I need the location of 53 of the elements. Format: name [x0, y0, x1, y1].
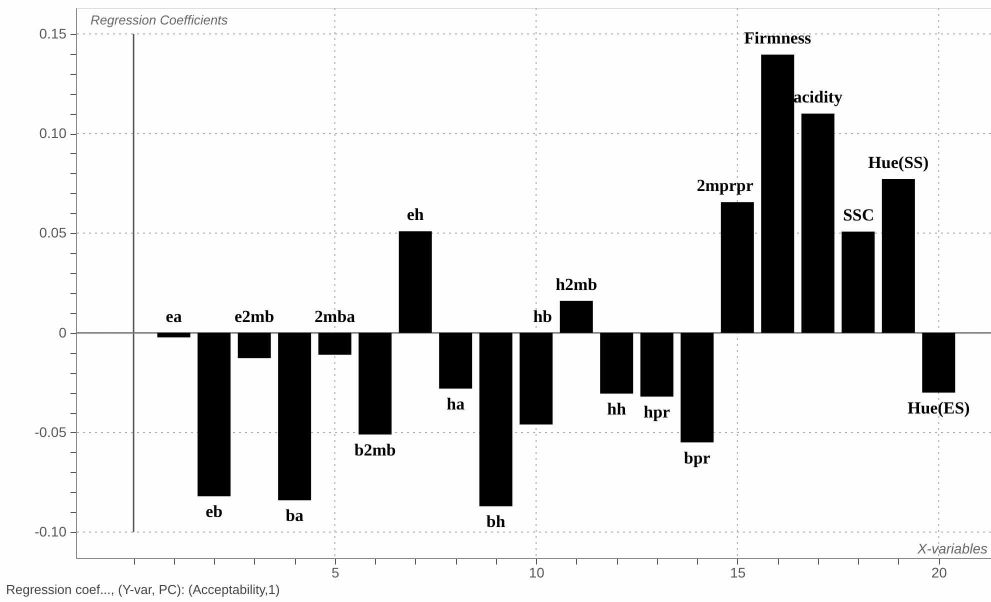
annotation: b2mb — [354, 440, 396, 460]
annotation: hh — [607, 400, 627, 419]
bar — [640, 332, 674, 397]
x-tick-label: 10 — [528, 564, 545, 580]
annotation: acidity — [793, 88, 843, 107]
annotation: Hue(SS) — [868, 152, 929, 172]
x-tick-label: 5 — [331, 564, 340, 580]
y-tick-label: 0.10 — [39, 125, 67, 142]
x-tick-label: 20 — [931, 564, 948, 580]
annotation: hb — [533, 306, 552, 326]
text: Regression coef..., (Y-var, PC): (Acceptability,1) — [6, 582, 280, 597]
bar — [560, 300, 593, 333]
bar — [922, 332, 956, 393]
bar — [238, 332, 271, 358]
annotation: 2mba — [314, 306, 356, 326]
bar — [720, 202, 754, 333]
bar — [439, 332, 472, 389]
annotation: eh — [406, 205, 424, 224]
bar — [801, 114, 834, 333]
annotation: Hue(ES) — [907, 398, 970, 418]
annotation: Firmness — [744, 28, 812, 48]
annotation: 2mprpr — [696, 176, 754, 196]
bar — [761, 54, 794, 333]
y-tick-label: -0.10 — [34, 524, 67, 540]
y-tick-label: 0 — [58, 324, 67, 340]
bar — [882, 178, 915, 333]
annotation: bpr — [684, 448, 711, 468]
bar — [278, 332, 312, 500]
annotation: SSC — [842, 206, 874, 225]
annotation: ha — [446, 394, 466, 414]
bar — [318, 332, 352, 355]
annotation: eb — [206, 502, 223, 522]
bar — [398, 231, 432, 333]
annotation: bh — [486, 512, 506, 532]
bar — [358, 332, 392, 434]
annotation: h2mb — [556, 274, 598, 294]
x-axis-title: X-variables — [916, 540, 988, 556]
bar — [479, 332, 512, 506]
x-tick-label: 15 — [730, 564, 746, 580]
annotation: ba — [286, 506, 304, 526]
annotation: ea — [166, 306, 182, 326]
y-tick-label: 0.05 — [39, 224, 67, 241]
bar — [198, 332, 231, 496]
y-axis-title: Regression Coefficients — [90, 12, 228, 28]
bar — [600, 332, 634, 394]
bar — [680, 332, 714, 442]
annotation: e2mb — [234, 306, 274, 326]
bar — [157, 332, 190, 338]
y-tick-label: 0.15 — [39, 25, 67, 42]
annotation: hpr — [644, 402, 671, 422]
bar — [520, 332, 553, 424]
bar — [842, 232, 875, 333]
y-tick-label: -0.05 — [34, 424, 67, 440]
